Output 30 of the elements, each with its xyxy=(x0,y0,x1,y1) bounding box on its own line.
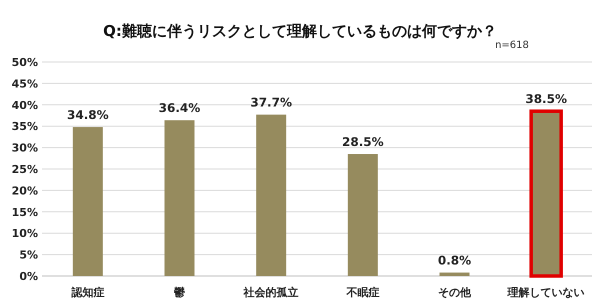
y-tick-label: 40% xyxy=(12,98,38,112)
x-tick-label: 不眠症 xyxy=(345,286,380,299)
x-tick-label: その他 xyxy=(438,286,472,299)
data-label: 0.8% xyxy=(438,254,472,268)
text: n=618 xyxy=(495,40,529,51)
y-tick-label: 5% xyxy=(19,248,38,262)
y-tick-label: 0% xyxy=(19,270,38,283)
y-tick-label: 30% xyxy=(12,142,38,155)
y-tick-label: 45% xyxy=(12,77,38,90)
x-tick-label: 理解していない xyxy=(506,286,585,299)
y-tick-label: 25% xyxy=(12,163,38,176)
y-tick-label: 10% xyxy=(12,227,38,240)
data-label: 34.8% xyxy=(67,108,109,122)
bar xyxy=(72,127,103,276)
y-tick-label: 15% xyxy=(12,206,38,219)
x-tick-label: 鬱 xyxy=(173,286,185,299)
data-label: 38.5% xyxy=(525,92,567,106)
data-label: 28.5% xyxy=(342,135,384,150)
x-tick-label: 認知症 xyxy=(70,286,104,299)
data-label: 37.7% xyxy=(250,96,292,110)
data-label: 36.4% xyxy=(158,101,200,116)
bar xyxy=(164,120,194,276)
y-tick-label: 50% xyxy=(12,56,38,69)
y-tick-label: 35% xyxy=(12,120,38,134)
x-tick-label: 社会的孤立 xyxy=(242,286,299,299)
chart-title: Q:難聴に伴うリスクとして理解しているものは何ですか？ xyxy=(103,22,497,40)
bar xyxy=(348,154,378,276)
bar xyxy=(440,272,470,276)
y-tick-label: 20% xyxy=(12,184,38,198)
bar xyxy=(256,114,286,276)
